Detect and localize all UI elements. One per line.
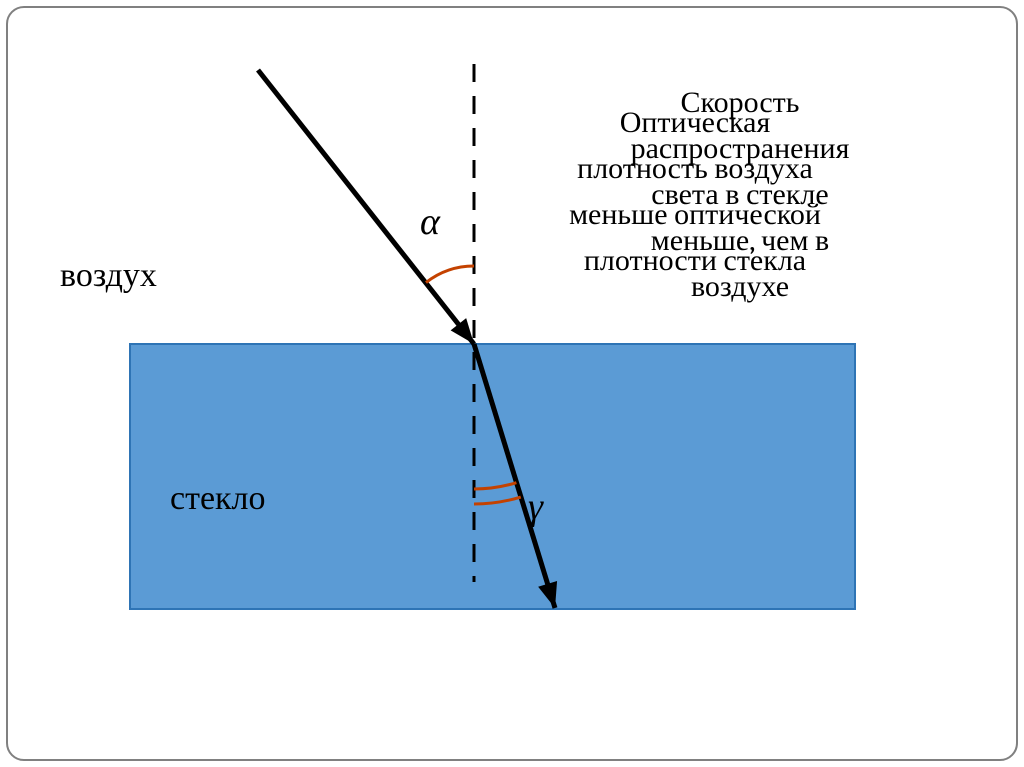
label-air: воздух (60, 255, 157, 295)
label-glass: стекло (170, 478, 266, 518)
label-gamma: γ (528, 485, 543, 529)
text-light-speed: Скоростьраспространениясвета в стеклемен… (560, 80, 920, 310)
label-alpha: α (420, 200, 440, 244)
